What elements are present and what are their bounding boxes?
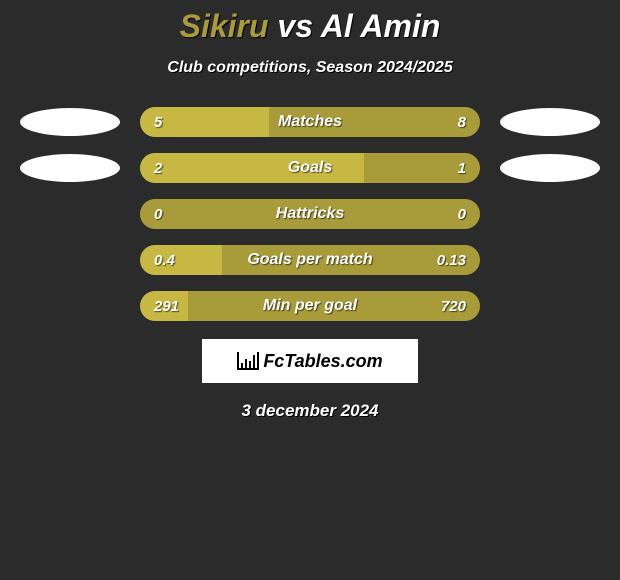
ellipse-icon [500,154,600,182]
stats-bars: 5 Matches 8 2 Goals 1 0 Hattricks 0 0.4 Goals per … [0,107,620,321]
stat-label: Goals per match [247,251,372,269]
stat-value-left: 2 [154,160,162,177]
stat-bar: 0 Hattricks 0 [140,199,480,229]
logo-box: FcTables.com [202,339,418,383]
stat-value-right: 0 [458,206,466,223]
stat-bar: 291 Min per goal 720 [140,291,480,321]
stat-value-left: 0 [154,206,162,223]
stat-label: Hattricks [276,205,344,223]
stat-row: 5 Matches 8 [0,107,620,137]
player1-name: Sikiru [180,8,269,44]
vs-text: vs [277,8,313,44]
stat-value-left: 5 [154,114,162,131]
ellipse-icon [20,154,120,182]
stat-bar: 5 Matches 8 [140,107,480,137]
stat-row: 0 Hattricks 0 [0,199,620,229]
stat-value-left: 0.4 [154,252,175,269]
subtitle: Club competitions, Season 2024/2025 [0,59,620,77]
stat-value-left: 291 [154,298,179,315]
stat-label: Goals [288,159,332,177]
stat-bar: 2 Goals 1 [140,153,480,183]
bar-chart-icon [237,352,259,370]
stat-label: Matches [278,113,342,131]
right-player-icon [500,108,600,136]
logo-text: FcTables.com [263,351,382,372]
date-text: 3 december 2024 [0,401,620,421]
right-player-icon [500,154,600,182]
bar-fill [140,245,222,275]
stat-bar: 0.4 Goals per match 0.13 [140,245,480,275]
comparison-card: Sikiru vs Al Amin Club competitions, Sea… [0,0,620,421]
page-title: Sikiru vs Al Amin [0,8,620,45]
stat-value-right: 0.13 [437,252,466,269]
stat-value-right: 720 [441,298,466,315]
stat-row: 291 Min per goal 720 [0,291,620,321]
ellipse-icon [500,108,600,136]
player2-name: Al Amin [321,8,441,44]
stat-row: 2 Goals 1 [0,153,620,183]
left-player-icon [20,154,120,182]
stat-value-right: 8 [458,114,466,131]
stat-label: Min per goal [263,297,357,315]
stat-value-right: 1 [458,160,466,177]
ellipse-icon [20,108,120,136]
stat-row: 0.4 Goals per match 0.13 [0,245,620,275]
left-player-icon [20,108,120,136]
